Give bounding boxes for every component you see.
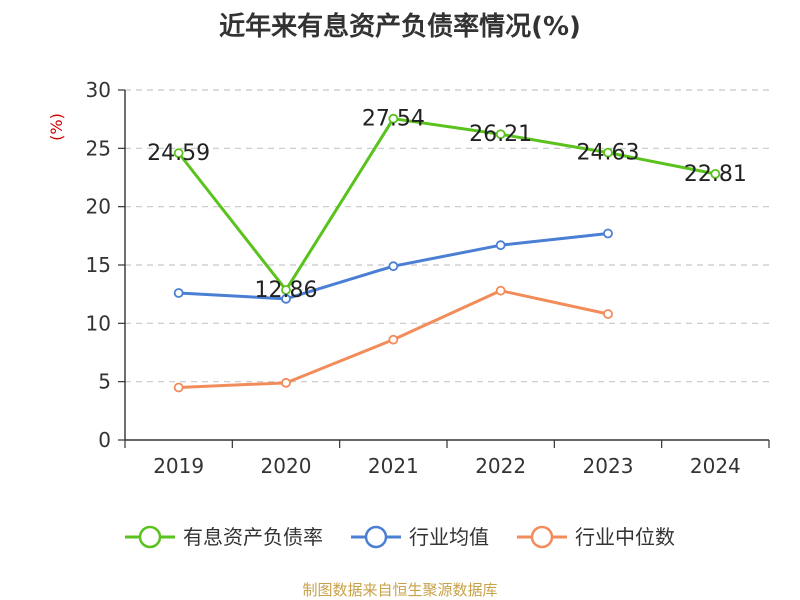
y-tick-label: 25 xyxy=(86,136,111,160)
x-tick-label: 2020 xyxy=(261,454,312,478)
legend-label: 行业中位数 xyxy=(575,525,675,549)
legend-marker-icon xyxy=(138,525,162,549)
x-tick-label: 2022 xyxy=(475,454,526,478)
data-label: 22.81 xyxy=(684,162,747,187)
source-note: 制图数据来自恒生聚源数据库 xyxy=(302,581,498,599)
legend-item-0[interactable]: 有息资产负债率 xyxy=(125,525,323,549)
data-point xyxy=(173,382,184,393)
data-point xyxy=(388,334,399,345)
data-point xyxy=(388,113,399,124)
data-point xyxy=(173,148,184,159)
data-label: 24.59 xyxy=(147,141,210,166)
x-tick-label: 2021 xyxy=(368,454,419,478)
x-tick-label: 2019 xyxy=(153,454,204,478)
data-point xyxy=(603,228,613,239)
y-tick-label: 20 xyxy=(86,195,111,219)
data-point xyxy=(495,285,506,296)
series-layer xyxy=(173,113,721,393)
y-tick-label: 10 xyxy=(86,311,111,335)
data-point xyxy=(495,240,506,251)
y-tick-label: 0 xyxy=(98,428,111,452)
data-point xyxy=(710,168,721,179)
legend-marker-icon xyxy=(364,525,388,549)
axes: 0 5 10 15 20 25 30 2019 2020 2021 2022 2023 2024 xyxy=(86,78,770,478)
data-point xyxy=(281,377,291,388)
data-label: 12.86 xyxy=(255,278,318,303)
legend-item-2[interactable]: 行业中位数 xyxy=(517,525,675,549)
y-tick-label: 5 xyxy=(98,370,111,394)
data-point xyxy=(388,261,399,272)
data-point xyxy=(495,129,506,140)
series-line-0 xyxy=(177,117,716,292)
legend: 有息资产负债率 行业均值 行业中位数 xyxy=(125,525,675,549)
y-tick-label: 15 xyxy=(86,253,111,277)
data-point xyxy=(603,147,613,158)
data-label: 26.21 xyxy=(469,122,532,147)
data-label: 27.54 xyxy=(362,107,425,132)
x-tick-label: 2024 xyxy=(690,454,741,478)
y-axis-title: (%) xyxy=(47,113,66,141)
data-labels: 24.59 12.86 27.54 26.21 24.63 22.81 xyxy=(147,107,747,303)
legend-marker-icon xyxy=(530,525,554,549)
data-label: 24.63 xyxy=(577,141,640,166)
legend-item-1[interactable]: 行业均值 xyxy=(351,525,489,549)
data-point xyxy=(173,288,184,298)
grid-lines xyxy=(125,89,769,383)
x-tick-label: 2023 xyxy=(583,454,634,478)
chart-title: 近年来有息资产负债率情况(%) xyxy=(219,12,581,42)
data-point xyxy=(603,309,613,319)
data-point xyxy=(281,293,291,304)
legend-label: 有息资产负债率 xyxy=(183,525,323,549)
y-tick-label: 30 xyxy=(86,78,111,102)
legend-label: 行业均值 xyxy=(409,525,489,549)
